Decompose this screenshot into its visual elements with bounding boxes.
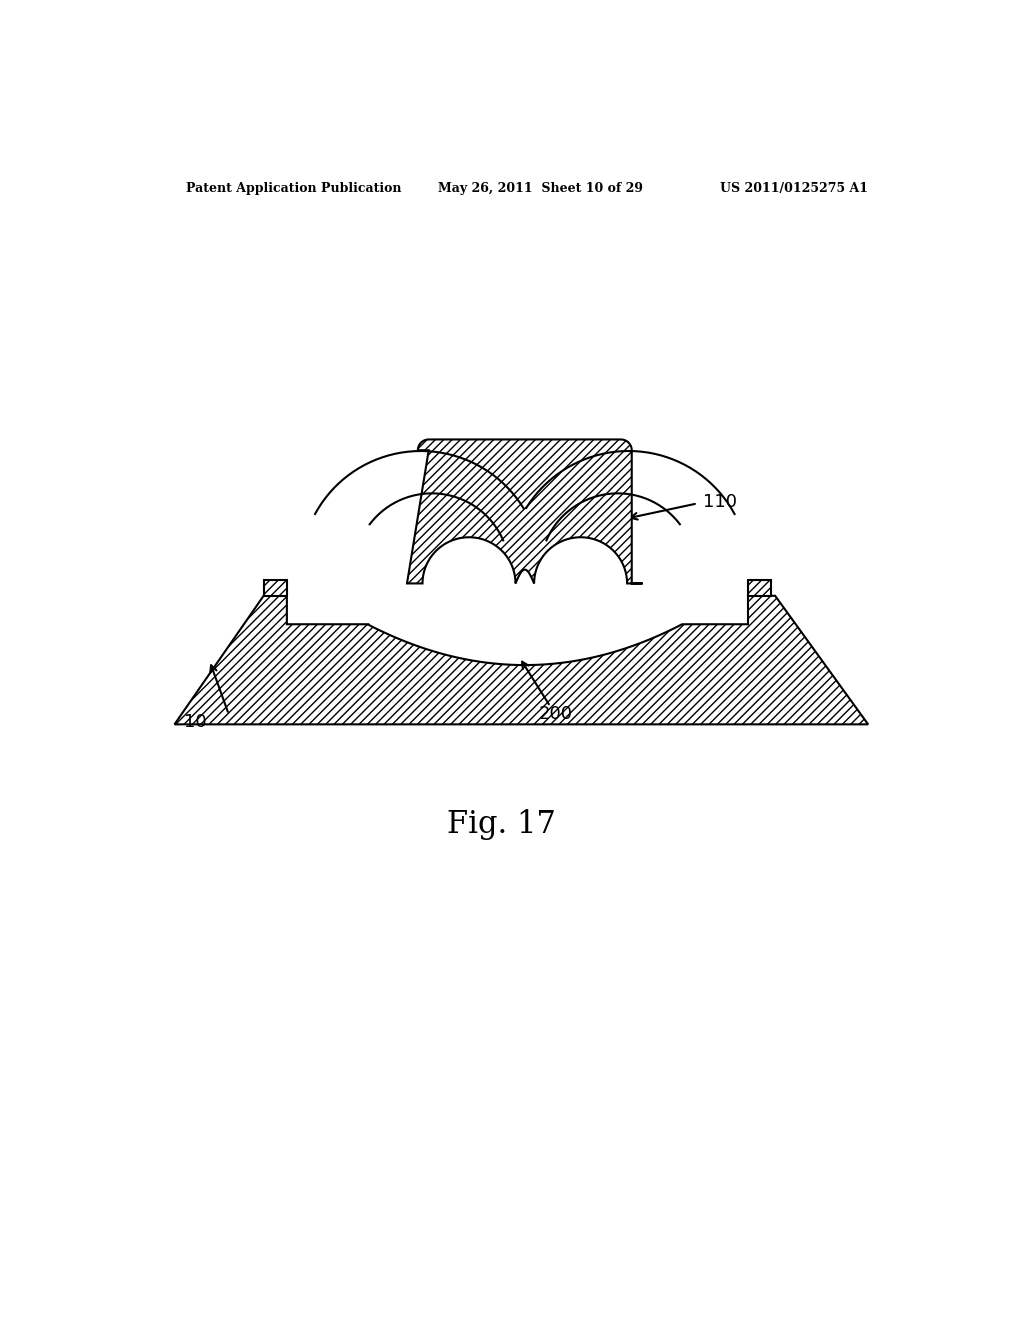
Text: 10: 10 bbox=[183, 713, 207, 731]
Polygon shape bbox=[748, 581, 771, 595]
Text: Fig. 17: Fig. 17 bbox=[447, 809, 556, 840]
Polygon shape bbox=[174, 595, 868, 725]
Polygon shape bbox=[407, 440, 643, 583]
Text: US 2011/0125275 A1: US 2011/0125275 A1 bbox=[720, 182, 868, 194]
Polygon shape bbox=[263, 581, 287, 595]
Text: May 26, 2011  Sheet 10 of 29: May 26, 2011 Sheet 10 of 29 bbox=[438, 182, 643, 194]
Text: 200: 200 bbox=[539, 705, 572, 723]
Text: 110: 110 bbox=[703, 492, 737, 511]
Text: Patent Application Publication: Patent Application Publication bbox=[186, 182, 401, 194]
